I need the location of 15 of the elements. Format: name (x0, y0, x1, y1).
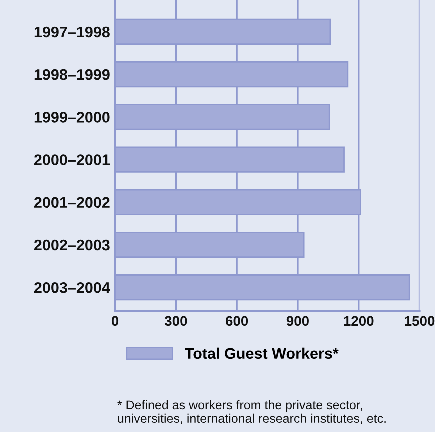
y-tick-label: 2001–2002 (34, 197, 110, 208)
y-tick-label: 1997–1998 (34, 26, 110, 38)
x-tick-label: 1500 (405, 316, 435, 326)
x-tick-label: 900 (286, 316, 309, 326)
y-tick-label: 2003–2004 (34, 282, 110, 294)
x-tick-label: 600 (226, 316, 248, 326)
x-tick-label: 300 (164, 316, 188, 326)
x-tick-label: 1200 (344, 316, 374, 326)
y-tick-label: 2002–2003 (34, 240, 110, 251)
x-tick-label: 0 (112, 316, 119, 326)
y-tick-label: 2000–2001 (34, 154, 110, 166)
y-tick-label: 1999–2000 (34, 112, 110, 123)
text: * Defined as workers from the private sector, universities, international research institutes, etc. (118, 400, 386, 425)
y-tick-label: 1998–1999 (34, 69, 110, 80)
legend-label: Total Guest Workers* (185, 348, 339, 360)
